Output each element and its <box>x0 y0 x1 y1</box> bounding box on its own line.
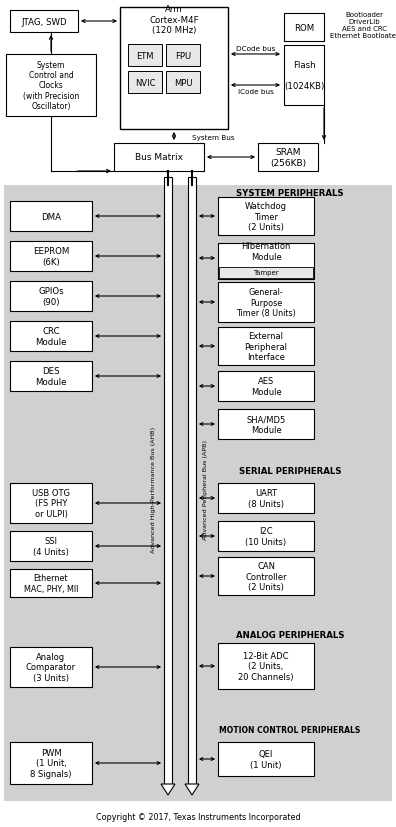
Text: Advanced High-Performance Bus (AHB): Advanced High-Performance Bus (AHB) <box>152 427 156 552</box>
Bar <box>10 569 92 597</box>
Bar <box>218 742 314 776</box>
Bar <box>6 55 96 117</box>
Text: PWM
(1 Unit,
8 Signals): PWM (1 Unit, 8 Signals) <box>30 748 72 778</box>
Text: MPU: MPU <box>174 79 192 88</box>
Text: GPIOs
(90): GPIOs (90) <box>38 287 64 306</box>
Text: SYSTEM PERIPHERALS: SYSTEM PERIPHERALS <box>236 189 344 198</box>
Text: QEI
(1 Unit): QEI (1 Unit) <box>250 749 282 769</box>
Bar <box>188 178 196 784</box>
Bar <box>128 72 162 94</box>
Text: Arm
Cortex-M4F
(120 MHz): Arm Cortex-M4F (120 MHz) <box>149 5 199 35</box>
Bar <box>166 45 200 67</box>
Bar <box>218 327 314 366</box>
Text: System Bus: System Bus <box>192 135 234 141</box>
Text: General-
Purpose
Timer (8 Units): General- Purpose Timer (8 Units) <box>236 288 296 318</box>
Text: Copyright © 2017, Texas Instruments Incorporated: Copyright © 2017, Texas Instruments Inco… <box>96 812 300 821</box>
Text: Flash

(1024KB): Flash (1024KB) <box>284 61 324 91</box>
Text: Analog
Comparator
(3 Units): Analog Comparator (3 Units) <box>26 653 76 682</box>
Bar <box>164 178 172 784</box>
Bar <box>10 532 92 562</box>
Text: ETM: ETM <box>136 51 154 60</box>
Bar <box>120 8 228 130</box>
Bar <box>10 361 92 391</box>
Text: NVIC: NVIC <box>135 79 155 88</box>
Text: EEPROM
(6K): EEPROM (6K) <box>33 247 69 266</box>
Bar <box>218 371 314 402</box>
Bar <box>218 557 314 595</box>
Bar <box>218 244 314 280</box>
Bar <box>218 409 314 439</box>
Bar <box>258 144 318 172</box>
Polygon shape <box>161 784 175 795</box>
Bar <box>114 144 204 172</box>
Bar <box>10 322 92 351</box>
Text: DCode bus: DCode bus <box>236 46 276 52</box>
Bar <box>218 283 314 323</box>
Bar <box>166 72 200 94</box>
Text: SERIAL PERIPHERALS: SERIAL PERIPHERALS <box>239 467 341 476</box>
Text: FPU: FPU <box>175 51 191 60</box>
Text: Watchdog
Timer
(2 Units): Watchdog Timer (2 Units) <box>245 202 287 232</box>
Text: Bootloader
DriverLib
AES and CRC
Ethernet Bootloater: Bootloader DriverLib AES and CRC Etherne… <box>330 12 396 38</box>
Text: Bus Matrix: Bus Matrix <box>135 153 183 162</box>
Text: Tamper: Tamper <box>253 270 279 275</box>
Bar <box>128 45 162 67</box>
Text: Hibernation
Module: Hibernation Module <box>241 242 291 261</box>
Bar <box>284 14 324 42</box>
Text: JTAG, SWD: JTAG, SWD <box>21 17 67 26</box>
Text: Advanced Peripheral Bus (APB): Advanced Peripheral Bus (APB) <box>204 439 209 539</box>
Bar <box>4 466 392 629</box>
Text: CRC
Module: CRC Module <box>35 327 67 347</box>
Bar <box>218 198 314 236</box>
Text: AES
Module: AES Module <box>251 377 282 396</box>
Bar <box>4 725 392 801</box>
Text: 12-Bit ADC
(2 Units,
20 Channels): 12-Bit ADC (2 Units, 20 Channels) <box>238 652 294 681</box>
Text: ANALOG PERIPHERALS: ANALOG PERIPHERALS <box>236 631 344 640</box>
Bar <box>10 241 92 272</box>
Bar <box>4 186 392 466</box>
Text: External
Peripheral
Interface: External Peripheral Interface <box>244 332 287 361</box>
Bar <box>4 629 392 725</box>
Text: USB OTG
(FS PHY
or ULPI): USB OTG (FS PHY or ULPI) <box>32 489 70 519</box>
Text: UART
(8 Units): UART (8 Units) <box>248 489 284 508</box>
Text: MOTION CONTROL PERIPHERALS: MOTION CONTROL PERIPHERALS <box>219 725 361 734</box>
Text: ROM: ROM <box>294 23 314 32</box>
Bar <box>284 46 324 106</box>
Text: DMA: DMA <box>41 213 61 222</box>
Text: ICode bus: ICode bus <box>238 88 274 95</box>
Text: SSI
(4 Units): SSI (4 Units) <box>33 537 69 556</box>
Text: CAN
Controller
(2 Units): CAN Controller (2 Units) <box>245 562 287 591</box>
Bar <box>218 484 314 514</box>
Text: DES
Module: DES Module <box>35 367 67 386</box>
Bar <box>10 282 92 312</box>
Text: System
Control and
Clocks
(with Precision
Oscillator): System Control and Clocks (with Precisio… <box>23 60 79 111</box>
Polygon shape <box>185 784 199 795</box>
Bar <box>218 643 314 689</box>
Text: SRAM
(256KB): SRAM (256KB) <box>270 148 306 168</box>
Bar <box>219 268 313 279</box>
Text: SHA/MD5
Module: SHA/MD5 Module <box>246 415 286 434</box>
Bar <box>10 484 92 523</box>
Bar <box>10 202 92 232</box>
Bar <box>10 11 78 33</box>
Bar <box>10 742 92 784</box>
Bar <box>218 521 314 552</box>
Text: Ethernet
MAC, PHY, MII: Ethernet MAC, PHY, MII <box>24 574 78 593</box>
Text: I2C
(10 Units): I2C (10 Units) <box>246 527 287 546</box>
Bar <box>10 648 92 687</box>
